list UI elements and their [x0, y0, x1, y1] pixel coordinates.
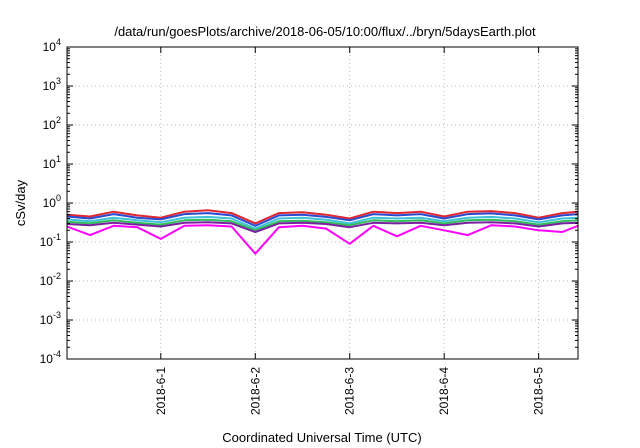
y-tick-mantissa: 10 [43, 40, 57, 54]
x-tick-label: 2018-6-1 [154, 367, 168, 415]
y-tick-exponent: 0 [56, 193, 61, 203]
x-tick-label: 2018-6-4 [437, 367, 451, 415]
x-tick-label: 2018-6-2 [248, 367, 262, 415]
y-tick-mantissa: 10 [43, 79, 57, 93]
y-tick-exponent: 1 [56, 154, 61, 164]
series-line-2 [66, 212, 579, 227]
y-tick-mantissa: 10 [40, 313, 54, 327]
x-tick-label: 2018-6-5 [532, 367, 546, 415]
x-axis-label: Coordinated Universal Time (UTC) [222, 430, 421, 445]
chart-title: /data/run/goesPlots/archive/2018-06-05/1… [114, 24, 536, 39]
y-tick-mantissa: 10 [40, 352, 54, 366]
y-tick-mantissa: 10 [40, 274, 54, 288]
y-tick-mantissa: 10 [43, 157, 57, 171]
y-tick-exponent: 2 [56, 115, 61, 125]
series-group [66, 209, 579, 255]
y-tick-exponent: 3 [56, 76, 61, 86]
y-tick-mantissa: 10 [40, 235, 54, 249]
y-tick-label: 104 [43, 37, 61, 54]
y-tick-label: 10-4 [40, 349, 61, 366]
y-tick-label: 10-1 [40, 232, 61, 249]
y-tick-label: 100 [43, 193, 61, 210]
y-tick-label: 102 [43, 115, 61, 132]
y-tick-label: 10-3 [40, 310, 61, 327]
y-tick-mantissa: 10 [43, 118, 57, 132]
y-tick-exponent: -3 [53, 310, 61, 320]
y-tick-label: 103 [43, 76, 61, 93]
grid-lines [67, 47, 578, 359]
series-line-3 [66, 215, 579, 230]
series-line-4 [66, 218, 579, 232]
series-line-6 [66, 224, 579, 255]
y-tick-mantissa: 10 [43, 196, 57, 210]
x-axis-ticks: 2018-6-1 2018-6-2 2018-6-3 2018-6-4 2018-6-5 [154, 47, 546, 415]
series-line-5 [66, 221, 579, 233]
y-tick-exponent: -1 [53, 232, 61, 242]
series-line-1 [66, 209, 579, 225]
y-tick-label: 101 [43, 154, 61, 171]
y-tick-label: 10-2 [40, 271, 61, 288]
y-tick-exponent: -2 [53, 271, 61, 281]
x-tick-label: 2018-6-3 [343, 367, 357, 415]
y-axis-label: cSv/day [13, 179, 28, 226]
y-tick-exponent: -4 [53, 349, 61, 359]
y-tick-exponent: 4 [56, 37, 61, 47]
